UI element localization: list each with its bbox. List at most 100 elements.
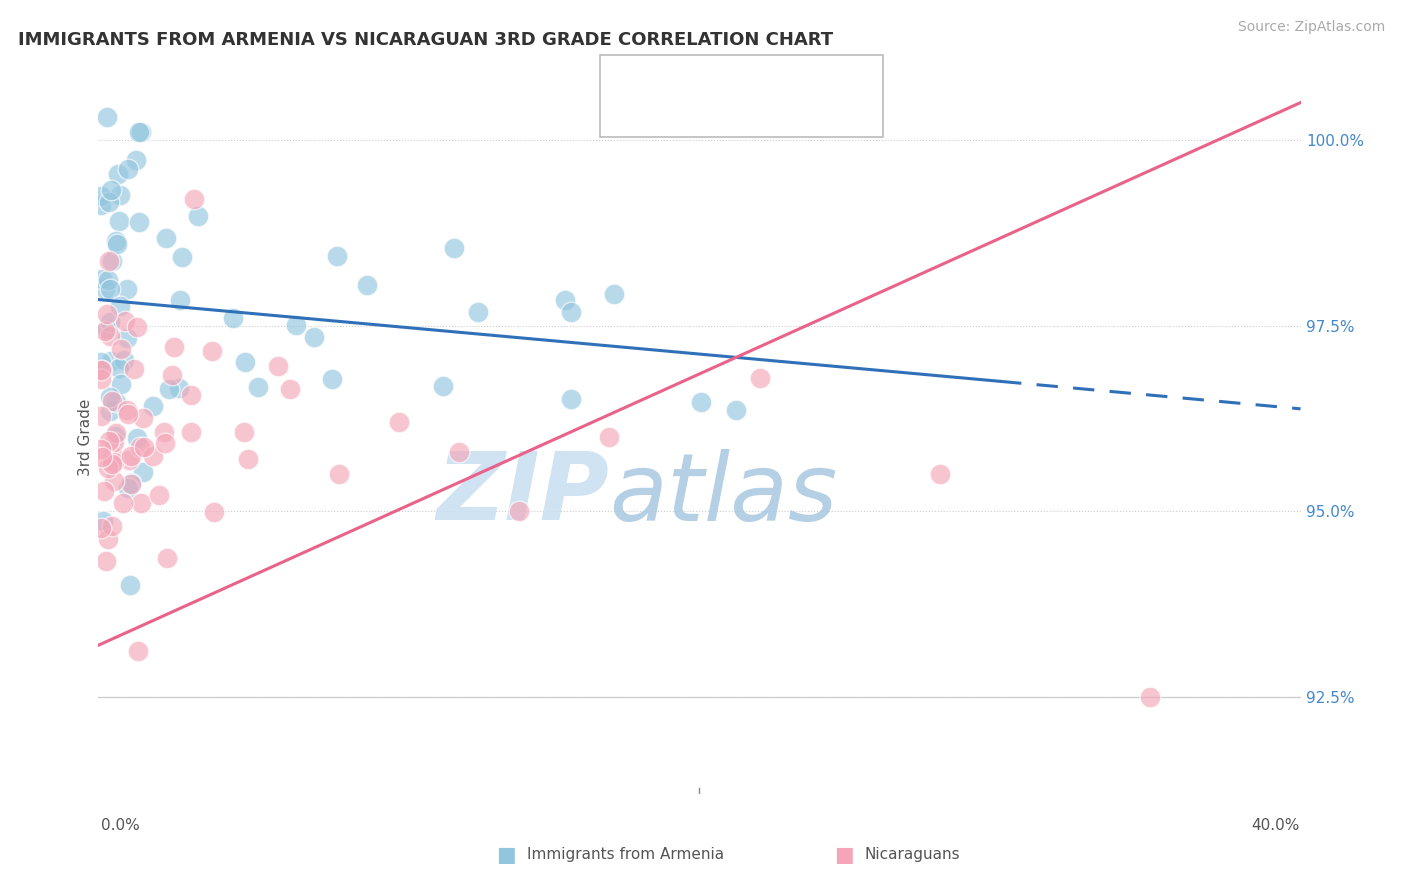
Point	[929, 467, 952, 482]
Point	[169, 293, 191, 308]
Point	[132, 465, 155, 479]
Point	[100, 519, 122, 533]
Point	[560, 392, 582, 406]
Point	[134, 440, 156, 454]
Point	[554, 293, 576, 307]
Point	[117, 331, 139, 345]
Point	[167, 381, 190, 395]
Point	[724, 403, 747, 417]
Point	[200, 344, 222, 359]
Point	[105, 425, 128, 440]
Point	[125, 153, 148, 167]
Point	[103, 474, 125, 488]
Text: R =: R =	[647, 70, 679, 85]
Point	[202, 505, 225, 519]
Point	[328, 467, 350, 482]
Point	[100, 315, 122, 329]
Point	[560, 304, 582, 318]
Text: Immigrants from Armenia: Immigrants from Armenia	[527, 847, 724, 862]
Point	[98, 194, 121, 209]
Point	[508, 504, 530, 518]
Bar	[609, 102, 638, 128]
Point	[103, 435, 125, 450]
Point	[91, 450, 114, 464]
Point	[104, 428, 127, 442]
Point	[98, 282, 121, 296]
Point	[97, 532, 120, 546]
Point	[159, 382, 181, 396]
Point	[238, 452, 260, 467]
Point	[105, 395, 128, 409]
Point	[388, 415, 411, 429]
Point	[285, 318, 308, 332]
Point	[90, 409, 112, 424]
Point	[90, 198, 112, 212]
Point	[304, 330, 326, 344]
Point	[104, 234, 127, 248]
Point	[129, 496, 152, 510]
FancyBboxPatch shape	[600, 55, 883, 136]
Point	[100, 183, 122, 197]
Point	[110, 299, 132, 313]
Text: 0.326: 0.326	[690, 107, 738, 121]
Point	[122, 362, 145, 376]
Y-axis label: 3rd Grade: 3rd Grade	[77, 399, 93, 475]
Point	[447, 445, 470, 459]
Point	[100, 354, 122, 368]
Point	[90, 189, 112, 203]
Point	[90, 372, 112, 386]
Point	[232, 425, 254, 440]
Point	[97, 254, 120, 268]
Point	[96, 322, 118, 336]
Point	[114, 314, 136, 328]
Point	[155, 231, 177, 245]
Point	[110, 377, 132, 392]
Point	[110, 188, 132, 202]
Point	[603, 287, 626, 301]
Point	[90, 272, 112, 286]
Point	[160, 368, 183, 382]
Point	[128, 214, 150, 228]
Point	[172, 250, 194, 264]
Point	[128, 440, 150, 454]
Point	[467, 304, 489, 318]
Point	[105, 236, 128, 251]
Point	[115, 402, 138, 417]
Point	[180, 425, 202, 440]
Point	[101, 457, 124, 471]
Point	[180, 388, 202, 402]
Point	[598, 430, 620, 444]
Point	[1139, 690, 1161, 705]
Point	[117, 161, 139, 176]
Point	[153, 425, 176, 440]
Text: -0.072: -0.072	[690, 70, 738, 85]
Point	[125, 431, 148, 445]
Point	[96, 307, 118, 321]
Point	[90, 442, 112, 457]
Point	[163, 340, 186, 354]
Point	[120, 476, 142, 491]
Point	[690, 395, 713, 409]
Point	[132, 411, 155, 425]
Point	[278, 382, 301, 396]
Point	[187, 210, 209, 224]
Point	[128, 125, 150, 139]
Point	[247, 380, 270, 394]
Point	[96, 553, 118, 567]
Point	[222, 311, 245, 326]
Point	[142, 399, 165, 413]
Text: ■: ■	[834, 845, 853, 864]
Point	[96, 111, 118, 125]
Point	[117, 407, 139, 421]
Point	[117, 481, 139, 495]
Point	[443, 241, 465, 255]
Point	[267, 359, 290, 373]
Point	[107, 168, 129, 182]
Point	[98, 329, 121, 343]
Point	[142, 449, 165, 463]
Point	[91, 363, 114, 377]
Text: Nicaraguans: Nicaraguans	[865, 847, 960, 862]
Point	[112, 353, 135, 368]
Point	[325, 249, 347, 263]
Text: IMMIGRANTS FROM ARMENIA VS NICARAGUAN 3RD GRADE CORRELATION CHART: IMMIGRANTS FROM ARMENIA VS NICARAGUAN 3R…	[18, 31, 834, 49]
